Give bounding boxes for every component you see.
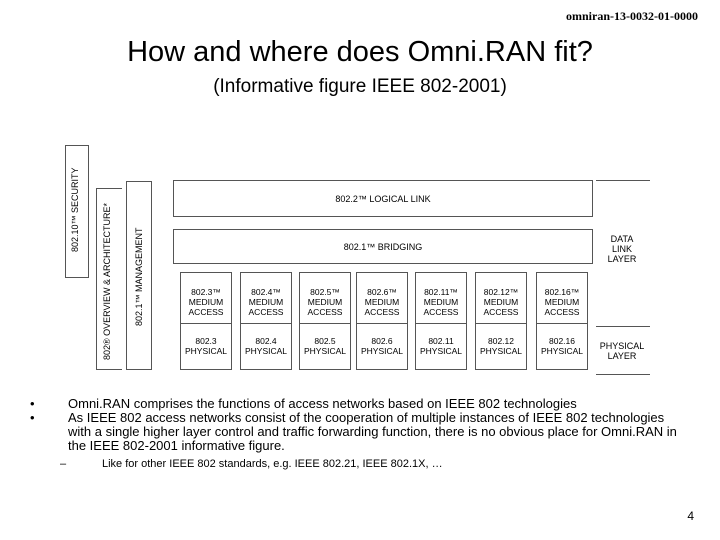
layer-divider-line bbox=[596, 326, 650, 327]
bullet-item: • Omni.RAN comprises the functions of ac… bbox=[30, 397, 690, 411]
bullet-text: As IEEE 802 access networks consist of t… bbox=[68, 410, 677, 453]
mac-label: 802.16™ MEDIUM ACCESS bbox=[544, 287, 580, 317]
slide-title: How and where does Omni.RAN fit? bbox=[127, 36, 593, 68]
management-box bbox=[126, 181, 152, 370]
overview-architecture-label: 802® OVERVIEW & ARCHITECTURE* bbox=[102, 202, 112, 360]
phy-label: 802.3 PHYSICAL bbox=[184, 336, 228, 356]
bullet-marker: • bbox=[30, 396, 35, 411]
mac-label: 802.11™ MEDIUM ACCESS bbox=[423, 287, 459, 317]
logical-link-box bbox=[173, 180, 593, 217]
phy-label: 802.12 PHYSICAL bbox=[479, 336, 523, 356]
physical-layer-label: PHYSICAL LAYER bbox=[599, 341, 645, 361]
sub-bullet-item: – Like for other IEEE 802 standards, e.g… bbox=[30, 457, 690, 471]
phy-label: 802.4 PHYSICAL bbox=[244, 336, 288, 356]
mac-phy-column-802-3: 802.3™ MEDIUM ACCESS 802.3 PHYSICAL bbox=[180, 272, 232, 370]
bullet-text: Omni.RAN comprises the functions of acce… bbox=[68, 396, 577, 411]
bridging-box bbox=[173, 229, 593, 264]
mac-label: 802.5™ MEDIUM ACCESS bbox=[307, 287, 343, 317]
sub-bullet-marker: – bbox=[60, 458, 67, 470]
mac-phy-column-802-6: 802.6™ MEDIUM ACCESS 802.6 PHYSICAL bbox=[356, 272, 408, 370]
sub-bullet-text: Like for other IEEE 802 standards, e.g. … bbox=[102, 458, 443, 470]
phy-label: 802.16 PHYSICAL bbox=[540, 336, 584, 356]
bridging-label: 802.1™ BRIDGING bbox=[343, 242, 423, 252]
slide-subtitle: (Informative figure IEEE 802-2001) bbox=[213, 76, 507, 97]
page-number: 4 bbox=[687, 509, 694, 523]
phy-label: 802.6 PHYSICAL bbox=[360, 336, 404, 356]
data-link-layer-top-line bbox=[596, 180, 650, 181]
management-label: 802.1™ MANAGEMENT bbox=[134, 227, 144, 326]
mac-phy-column-802-5: 802.5™ MEDIUM ACCESS 802.5 PHYSICAL bbox=[299, 272, 351, 370]
mac-label: 802.3™ MEDIUM ACCESS bbox=[188, 287, 224, 317]
bullet-list: • Omni.RAN comprises the functions of ac… bbox=[30, 397, 690, 471]
logical-link-label: 802.2™ LOGICAL LINK bbox=[335, 194, 431, 204]
physical-layer-bottom-line bbox=[596, 374, 650, 375]
mac-phy-column-802-11: 802.11™ MEDIUM ACCESS 802.11 PHYSICAL bbox=[415, 272, 467, 370]
mac-label: 802.4™ MEDIUM ACCESS bbox=[248, 287, 284, 317]
bullet-item: • As IEEE 802 access networks consist of… bbox=[30, 411, 690, 453]
security-box bbox=[65, 145, 89, 278]
mac-label: 802.12™ MEDIUM ACCESS bbox=[483, 287, 519, 317]
mac-phy-column-802-4: 802.4™ MEDIUM ACCESS 802.4 PHYSICAL bbox=[240, 272, 292, 370]
bullet-marker: • bbox=[30, 410, 35, 425]
overview-architecture-box bbox=[96, 188, 122, 370]
phy-label: 802.5 PHYSICAL bbox=[303, 336, 347, 356]
mac-phy-column-802-16: 802.16™ MEDIUM ACCESS 802.16 PHYSICAL bbox=[536, 272, 588, 370]
document-id: omniran-13-0032-01-0000 bbox=[566, 9, 698, 23]
data-link-layer-label: DATA LINK LAYER bbox=[607, 234, 637, 264]
mac-phy-column-802-12: 802.12™ MEDIUM ACCESS 802.12 PHYSICAL bbox=[475, 272, 527, 370]
phy-label: 802.11 PHYSICAL bbox=[419, 336, 463, 356]
security-label: 802.10™ SECURITY bbox=[70, 167, 80, 252]
mac-label: 802.6™ MEDIUM ACCESS bbox=[364, 287, 400, 317]
